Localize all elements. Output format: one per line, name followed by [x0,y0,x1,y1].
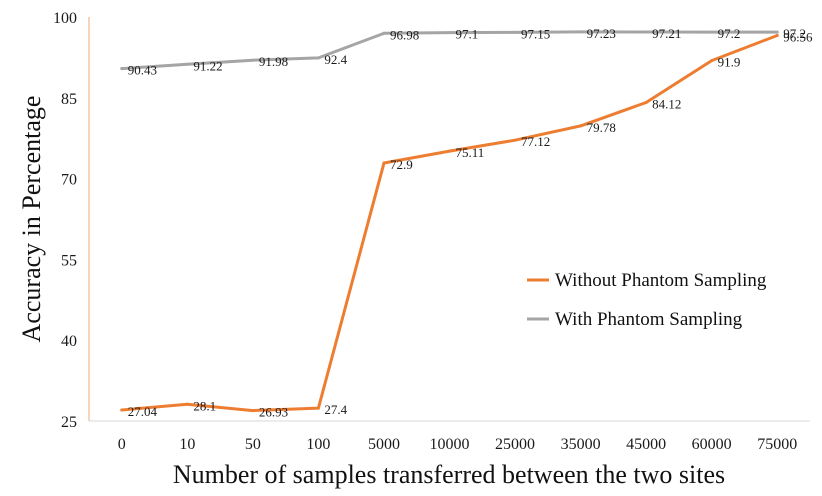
data-point [513,138,517,142]
legend-label-with-phantom: With Phantom Sampling [555,309,743,330]
data-point [644,30,648,34]
y-tick-label: 70 [61,172,77,189]
data-label: 96.98 [390,27,419,42]
data-point [185,62,189,66]
x-axis-title: Number of samples transferred between th… [173,460,725,489]
y-tick-label: 55 [61,252,77,269]
data-label: 97.23 [587,26,616,41]
series-line-without-phantom [120,34,779,413]
data-label: 84.12 [652,97,681,112]
data-label: 92.4 [324,52,347,67]
x-tick-label: 25000 [495,436,535,453]
x-tick-label: 5000 [368,436,400,453]
data-point [644,101,648,105]
x-tick-labels: 0 10 50 100 5000 10000 25000 35000 45000 60000 750… [118,436,797,453]
data-point [382,161,386,165]
data-label: 77.12 [521,134,550,149]
data-label: 75.11 [456,145,485,160]
data-label: 97.21 [652,26,681,41]
x-tick-label: 0 [118,436,126,453]
data-point [316,56,320,60]
data-label: 96.56 [783,30,813,45]
data-label: 28.1 [193,398,216,413]
x-tick-label: 10000 [430,436,470,453]
data-label: 97.15 [521,26,550,41]
y-tick-label: 85 [61,91,77,108]
data-label: 27.4 [324,402,347,417]
legend-item-with-phantom: With Phantom Sampling [527,309,743,330]
x-tick-label: 60000 [692,436,732,453]
data-point [775,34,779,38]
data-point [316,406,320,410]
x-tick-label: 50 [245,436,261,453]
y-tick-label: 40 [61,333,77,350]
legend-item-without-phantom: Without Phantom Sampling [527,270,767,291]
y-tick-label: 25 [61,414,77,431]
y-axis-title: Accuracy in Percentage [17,96,46,343]
legend: Without Phantom Sampling With Phantom Sa… [527,270,767,330]
x-tick-label: 100 [306,436,330,453]
data-point [448,31,451,35]
data-label: 91.98 [259,54,288,69]
data-point [513,30,517,34]
data-label: 97.2 [718,26,741,41]
data-point [448,149,451,153]
data-label: 91.9 [718,55,741,70]
x-tick-label: 45000 [626,436,666,453]
data-labels: 27.04 28.1 26.93 27.4 72.9 75.11 77.12 79.78 84.… [128,26,813,420]
x-tick-label: 10 [179,436,195,453]
legend-label-without-phantom: Without Phantom Sampling [555,270,767,291]
data-label: 91.22 [193,58,222,73]
x-tick-label: 35000 [561,436,601,453]
data-point [120,67,124,71]
data-point [775,30,779,34]
data-label: 79.78 [587,120,616,135]
data-label: 27.04 [128,404,158,419]
y-tick-label: 100 [53,10,77,27]
data-label: 97.1 [456,27,479,42]
data-point [579,124,583,128]
data-point [710,30,714,34]
data-point [382,31,386,35]
data-point [120,408,124,412]
data-point [251,58,255,62]
data-label: 90.43 [128,63,157,78]
data-label: 26.93 [259,405,288,420]
y-tick-labels: 25 40 55 70 85 100 [53,10,77,431]
data-point [251,409,255,413]
data-point [185,402,189,406]
series-lines [120,30,779,413]
data-label: 72.9 [390,157,413,172]
x-tick-label: 75000 [757,436,797,453]
data-point [579,30,583,34]
data-point [710,59,714,63]
data-label: 97.2 [783,26,806,41]
